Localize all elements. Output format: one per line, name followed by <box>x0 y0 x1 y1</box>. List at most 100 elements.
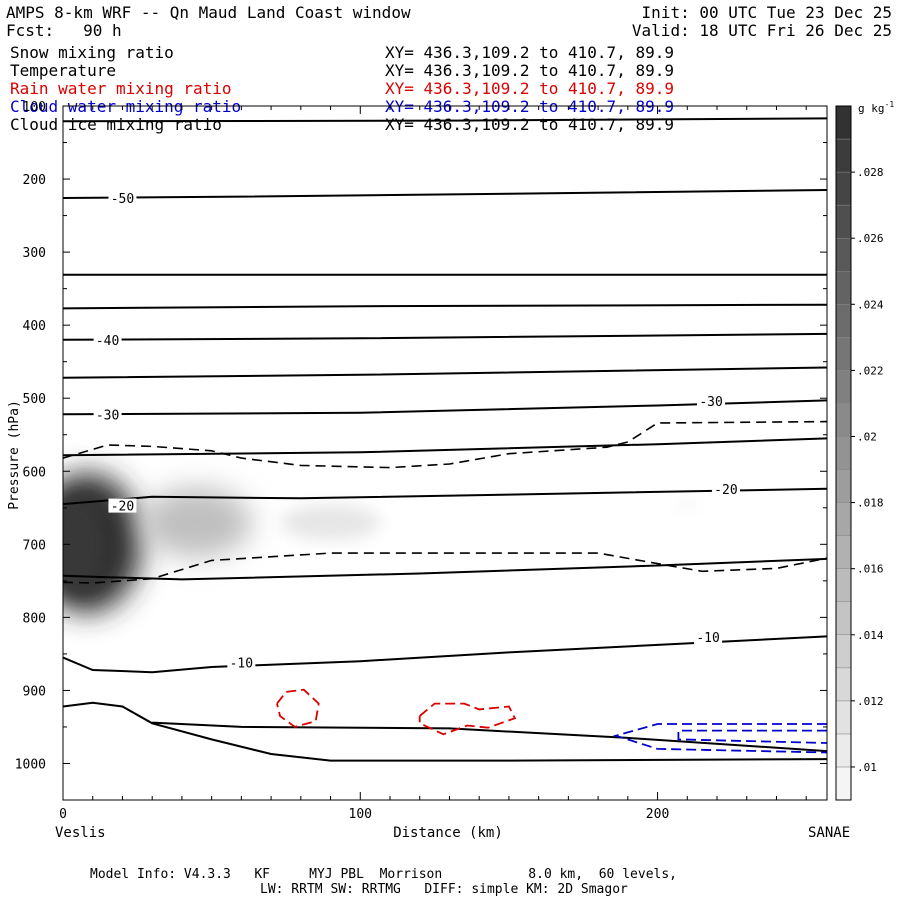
colorbar-bin <box>835 700 852 735</box>
x-axis-label: Distance (km) <box>393 825 503 841</box>
isotherm-label-bg <box>227 655 256 670</box>
isotherm-label-bg <box>694 630 723 645</box>
legend-xy-rain: XY= 436.3,109.2 to 410.7, 89.9 <box>385 79 674 98</box>
colorbar-bin <box>835 667 852 702</box>
legend-name-rain: Rain water mixing ratio <box>10 79 232 98</box>
colorbar-bin <box>835 204 852 239</box>
colorbar-bin <box>835 270 852 305</box>
isotherm-line <box>63 332 827 341</box>
isotherm-line <box>63 399 827 416</box>
colorbar-bin <box>835 171 852 206</box>
cloud-water-contours <box>612 723 827 754</box>
x-tick-label: 200 <box>646 807 669 822</box>
colorbar-tick-label: .01 <box>857 761 877 774</box>
colorbar-unit-exponent: -1 <box>885 100 895 109</box>
colorbar-frame <box>835 105 852 801</box>
plot-frame <box>62 105 828 801</box>
colorbar-bin <box>835 469 852 503</box>
legend-name-snow: Snow mixing ratio <box>10 43 174 62</box>
isotherm-label-bg <box>93 407 122 422</box>
y-tick-label: 700 <box>23 538 46 553</box>
isotherm-line <box>63 189 827 199</box>
snow-contour-line <box>63 552 827 584</box>
rain-contour-line <box>276 688 320 728</box>
colorbar: .01 .012 .014 .016 .018 .02 .022 .024 .026 .028 <box>835 105 884 801</box>
isotherm-label: -10 <box>696 631 719 646</box>
y-tick-label: 500 <box>23 392 46 407</box>
colorbar-tick-label: .028 <box>857 166 884 179</box>
isotherm-label: -40 <box>96 334 119 349</box>
colorbar-bin <box>835 105 852 140</box>
forecast-hour: Fcst: 90 h <box>6 21 122 40</box>
colorbar-bin <box>835 733 852 768</box>
colorbar-bin <box>835 634 852 669</box>
snow-shaded-core <box>63 494 106 595</box>
colorbar-bin <box>835 337 852 371</box>
isotherm-line <box>63 557 827 581</box>
isotherm-line <box>63 366 827 379</box>
rain-contour-line <box>418 702 517 736</box>
colorbar-bin <box>835 766 852 801</box>
legend-name-temperature: Temperature <box>10 61 116 80</box>
temperature-isotherms <box>63 117 827 762</box>
colorbar-bin <box>835 436 852 470</box>
isotherm-label: -30 <box>96 408 119 423</box>
isotherm-labels: -50 -40 -30 -30 -20 -20 -10 -10 <box>93 191 740 672</box>
y-axis-label: Pressure (hPa) <box>7 400 22 510</box>
x-tick-label: 100 <box>349 807 372 822</box>
snow-contour-line <box>63 420 827 469</box>
colorbar-tick-label: .016 <box>857 563 884 576</box>
colorbar-bin <box>835 370 852 404</box>
colorbar-unit-base: g kg <box>858 102 885 115</box>
y-tick-label: 200 <box>23 173 46 188</box>
cloud-water-contour-line <box>612 723 827 754</box>
colorbar-tick-label: .026 <box>857 232 884 245</box>
isotherm-line <box>63 117 827 123</box>
y-tick-label: 100 <box>23 100 46 115</box>
y-axis: 100 200 300 400 500 600 700 800 900 1000 <box>15 100 827 801</box>
cloud-water-contour-line <box>677 729 827 744</box>
snow-shaded-region <box>280 504 381 541</box>
y-tick-label: 300 <box>23 246 46 261</box>
colorbar-tick-label: .014 <box>857 629 884 642</box>
colorbar-bin <box>835 138 852 173</box>
snow-shaded-region <box>141 487 252 558</box>
y-tick-label: 600 <box>23 465 46 480</box>
isotherm-label-bg <box>108 498 137 513</box>
colorbar-tick-label: .024 <box>857 298 884 311</box>
legend-xy-snow: XY= 436.3,109.2 to 410.7, 89.9 <box>385 43 674 62</box>
colorbar-tick-label: .012 <box>857 695 884 708</box>
isotherm-label: -50 <box>111 192 134 207</box>
y-tick-label: 400 <box>23 319 46 334</box>
left-endpoint-label: Veslis <box>55 825 106 841</box>
colorbar-bin <box>835 304 852 338</box>
x-tick-label: 0 <box>59 807 67 822</box>
y-tick-label: 800 <box>23 611 46 626</box>
isotherm-label-bg <box>711 481 740 496</box>
snow-shaded-region <box>673 496 702 513</box>
isotherm-line <box>63 303 827 310</box>
isotherm-line <box>152 721 827 753</box>
isotherm-label-bg <box>697 394 726 409</box>
isotherm-label: -20 <box>111 500 134 515</box>
model-info-line1: Model Info: V4.3.3 KF MYJ PBL Morrison 8… <box>90 867 677 882</box>
isotherm-line <box>63 437 827 457</box>
colorbar-bin <box>835 403 852 437</box>
isotherm-label: -30 <box>699 395 722 410</box>
isotherm-line <box>63 635 827 674</box>
colorbar-bin <box>835 535 852 569</box>
colorbar-tick-label: .02 <box>857 430 877 443</box>
rain-contours <box>276 688 517 736</box>
init-time: Init: 00 UTC Tue 23 Dec 25 <box>641 3 892 22</box>
chart-title: AMPS 8-km WRF -- Qn Maud Land Coast wind… <box>6 3 411 22</box>
y-tick-label: 900 <box>23 684 46 699</box>
colorbar-tick-label: .022 <box>857 364 884 377</box>
legend-xy-temperature: XY= 436.3,109.2 to 410.7, 89.9 <box>385 61 674 80</box>
colorbar-tick-label: .018 <box>857 497 884 510</box>
colorbar-bin <box>835 502 852 536</box>
isotherm-label: -10 <box>230 657 253 672</box>
colorbar-bin <box>835 601 852 636</box>
right-endpoint-label: SANAE <box>808 825 850 841</box>
colorbar-bin <box>835 237 852 272</box>
